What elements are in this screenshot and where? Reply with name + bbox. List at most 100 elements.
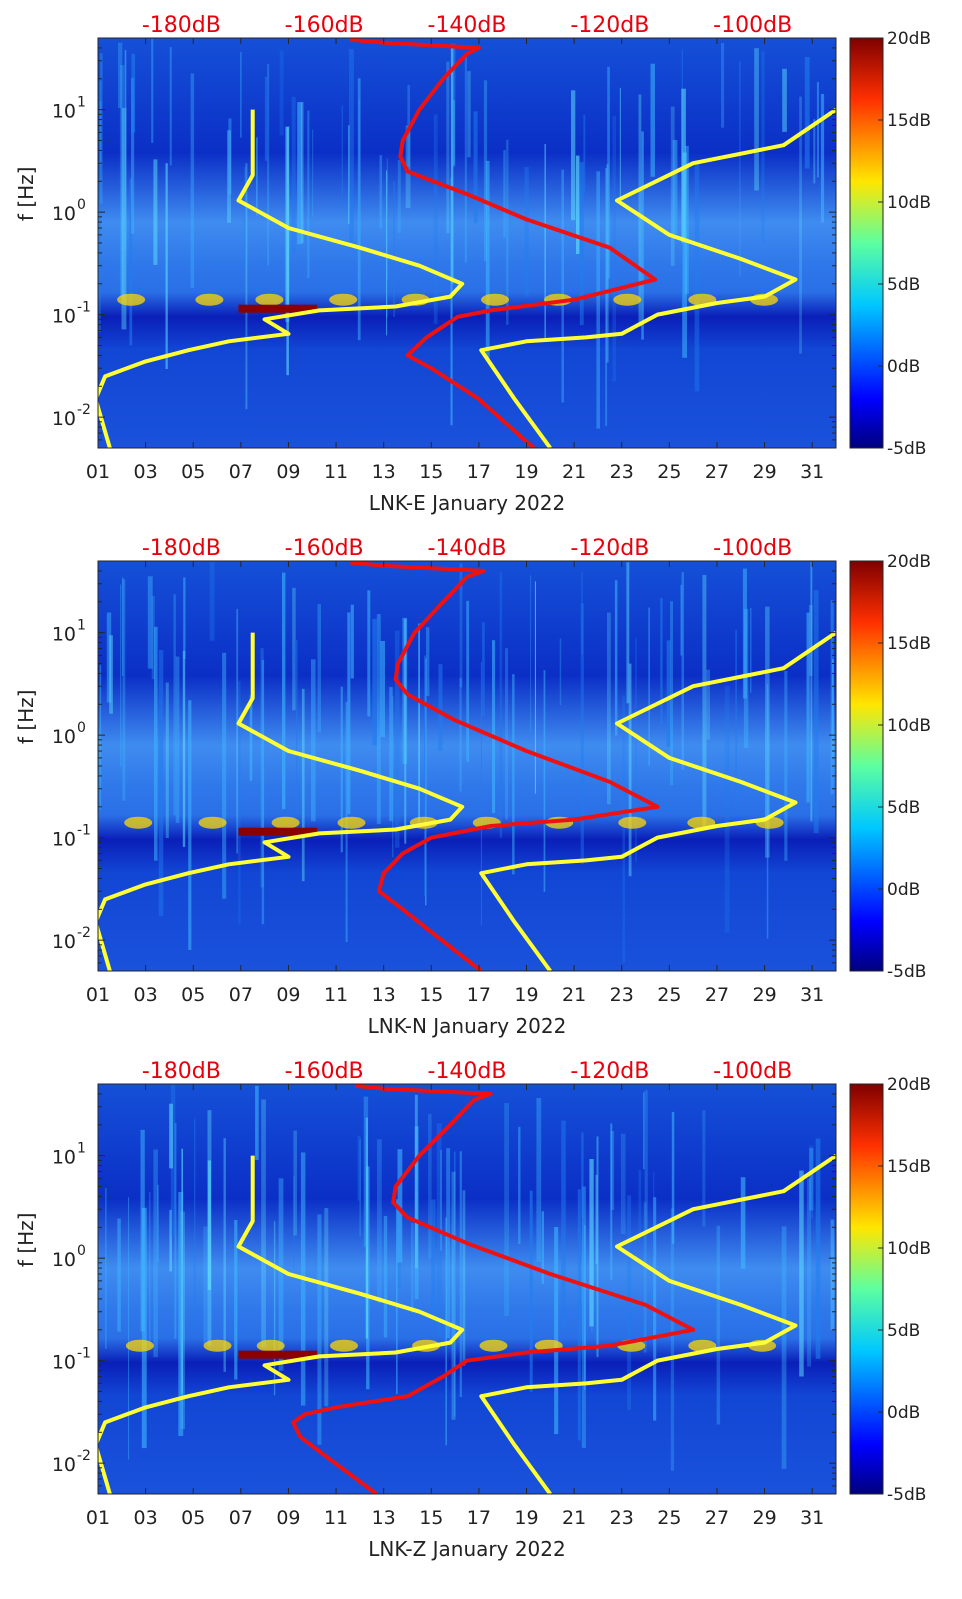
spectrogram-streak — [446, 1148, 451, 1338]
x-tick-label: 23 — [610, 1507, 634, 1529]
spectrogram-streak — [173, 594, 176, 816]
x-tick-label: 17 — [467, 1507, 491, 1529]
spectrogram-streak — [605, 168, 608, 426]
x-tick-label: 11 — [324, 984, 348, 1006]
spectrogram-area — [98, 38, 836, 448]
x-tick-label: 15 — [419, 984, 443, 1006]
spectrogram-streak — [571, 90, 576, 221]
spectrogram-streak — [349, 49, 354, 250]
x-tick-label: 07 — [229, 461, 253, 483]
y-tick-exponent: -1 — [77, 1346, 91, 1362]
spectrogram-streak — [670, 106, 675, 266]
spectrogram-streak — [244, 167, 246, 268]
y-tick-exponent: -2 — [77, 402, 91, 418]
colorbar — [849, 560, 884, 972]
spectrogram-streak — [141, 1207, 147, 1449]
x-tick-label: 01 — [86, 1507, 110, 1529]
x-tick-label: 19 — [514, 461, 538, 483]
spectrogram-streak — [188, 700, 192, 950]
colorbar — [849, 1083, 884, 1495]
spectrogram-streak — [297, 102, 303, 245]
spectrogram-streak — [411, 1222, 414, 1313]
x-tick-label: 05 — [181, 1507, 205, 1529]
spectrogram-streak — [512, 674, 515, 875]
panel-0: 01 03 05 07 09 11 13 15 17 19 21 23 25 27 29 3110-210-1… — [14, 13, 931, 515]
spectrogram-streak — [626, 562, 630, 704]
spectrogram-streak — [207, 1160, 211, 1290]
x-tick-label: 31 — [800, 1507, 824, 1529]
y-tick-label: 10 — [52, 1352, 76, 1374]
spectrogram-streak — [404, 618, 407, 844]
spectrogram-streak — [813, 590, 819, 834]
y-tick-label: 10 — [52, 203, 76, 225]
spectrogram-streak — [559, 638, 562, 705]
spectrogram-streak — [175, 656, 180, 823]
microseism-blob — [481, 293, 509, 306]
spectrogram-streak — [165, 163, 168, 369]
spectrogram-streak — [223, 1138, 226, 1372]
spectrogram-streak — [365, 1117, 368, 1339]
spectrogram-streak — [820, 93, 825, 223]
spectrogram-streak — [236, 609, 239, 854]
spectrogram-streak — [607, 612, 611, 805]
spectrogram-streak — [129, 178, 133, 346]
spectrogram-streak — [340, 686, 343, 853]
spectrogram-streak — [622, 696, 626, 963]
x-tick-label: 29 — [752, 461, 776, 483]
spectrogram-streak — [357, 78, 361, 341]
spectrogram-streak — [721, 43, 725, 128]
x-tick-label: 03 — [134, 1507, 158, 1529]
spectrogram-streak — [119, 65, 125, 298]
spectrogram-streak — [397, 1149, 403, 1263]
microseism-blob — [117, 293, 146, 306]
spectrogram-streak — [386, 158, 388, 281]
spectrogram-streak — [228, 118, 232, 195]
spectrogram-streak — [348, 125, 350, 225]
colorbar-label: 15dB — [887, 1157, 931, 1177]
spectrogram-streak — [450, 177, 453, 426]
x-tick-label: 15 — [419, 1507, 443, 1529]
y-axis-label: f [Hz] — [14, 690, 38, 745]
spectrogram-streak — [450, 43, 456, 168]
spectrogram-streak — [426, 627, 430, 697]
colorbar-label: -5dB — [887, 1485, 926, 1505]
spectrogram-streak — [267, 64, 270, 266]
spectrogram-streak — [147, 576, 153, 669]
x-tick-label: 09 — [276, 984, 300, 1006]
spectrogram-streak — [418, 623, 420, 823]
x-tick-label: 09 — [276, 461, 300, 483]
colorbar-label: 10dB — [887, 1239, 931, 1259]
spectrogram-streak — [451, 1171, 456, 1420]
x-tick-label: 19 — [514, 1507, 538, 1529]
spectrogram-streak — [245, 163, 248, 410]
spectrogram-streak — [702, 1110, 706, 1227]
colorbar-label: 10dB — [887, 716, 931, 736]
spectrogram-streak — [154, 626, 158, 861]
x-tick-label: 07 — [229, 984, 253, 1006]
y-axis-label: f [Hz] — [14, 1213, 38, 1268]
spectrogram-streak — [158, 650, 164, 916]
x-tick-label: 07 — [229, 1507, 253, 1529]
spectrogram-streak — [183, 577, 186, 659]
spectrogram-streak — [740, 1177, 746, 1269]
spectrogram-streak — [428, 1113, 432, 1259]
spectrogram-streak — [153, 159, 158, 265]
x-tick-label: 21 — [562, 984, 586, 1006]
spectrogram-streak — [761, 51, 765, 243]
spectrogram-streak — [462, 1190, 466, 1366]
y-tick-label: 10 — [52, 408, 76, 430]
top-axis-label: -160dB — [285, 536, 364, 561]
storm-band — [238, 1350, 318, 1359]
y-tick-exponent: 1 — [77, 618, 86, 634]
spectrogram-streak — [105, 1188, 107, 1349]
spectrogram-streak — [614, 580, 618, 736]
top-axis-label: -160dB — [285, 1059, 364, 1084]
spectrogram-streak — [742, 568, 747, 699]
spectrogram-streak — [454, 1151, 456, 1417]
spectrogram-streak — [109, 635, 113, 714]
x-tick-label: 25 — [657, 461, 681, 483]
top-axis-label: -180dB — [142, 1059, 221, 1084]
spectrogram-streak — [781, 1226, 787, 1469]
spectrogram-streak — [610, 1123, 613, 1281]
